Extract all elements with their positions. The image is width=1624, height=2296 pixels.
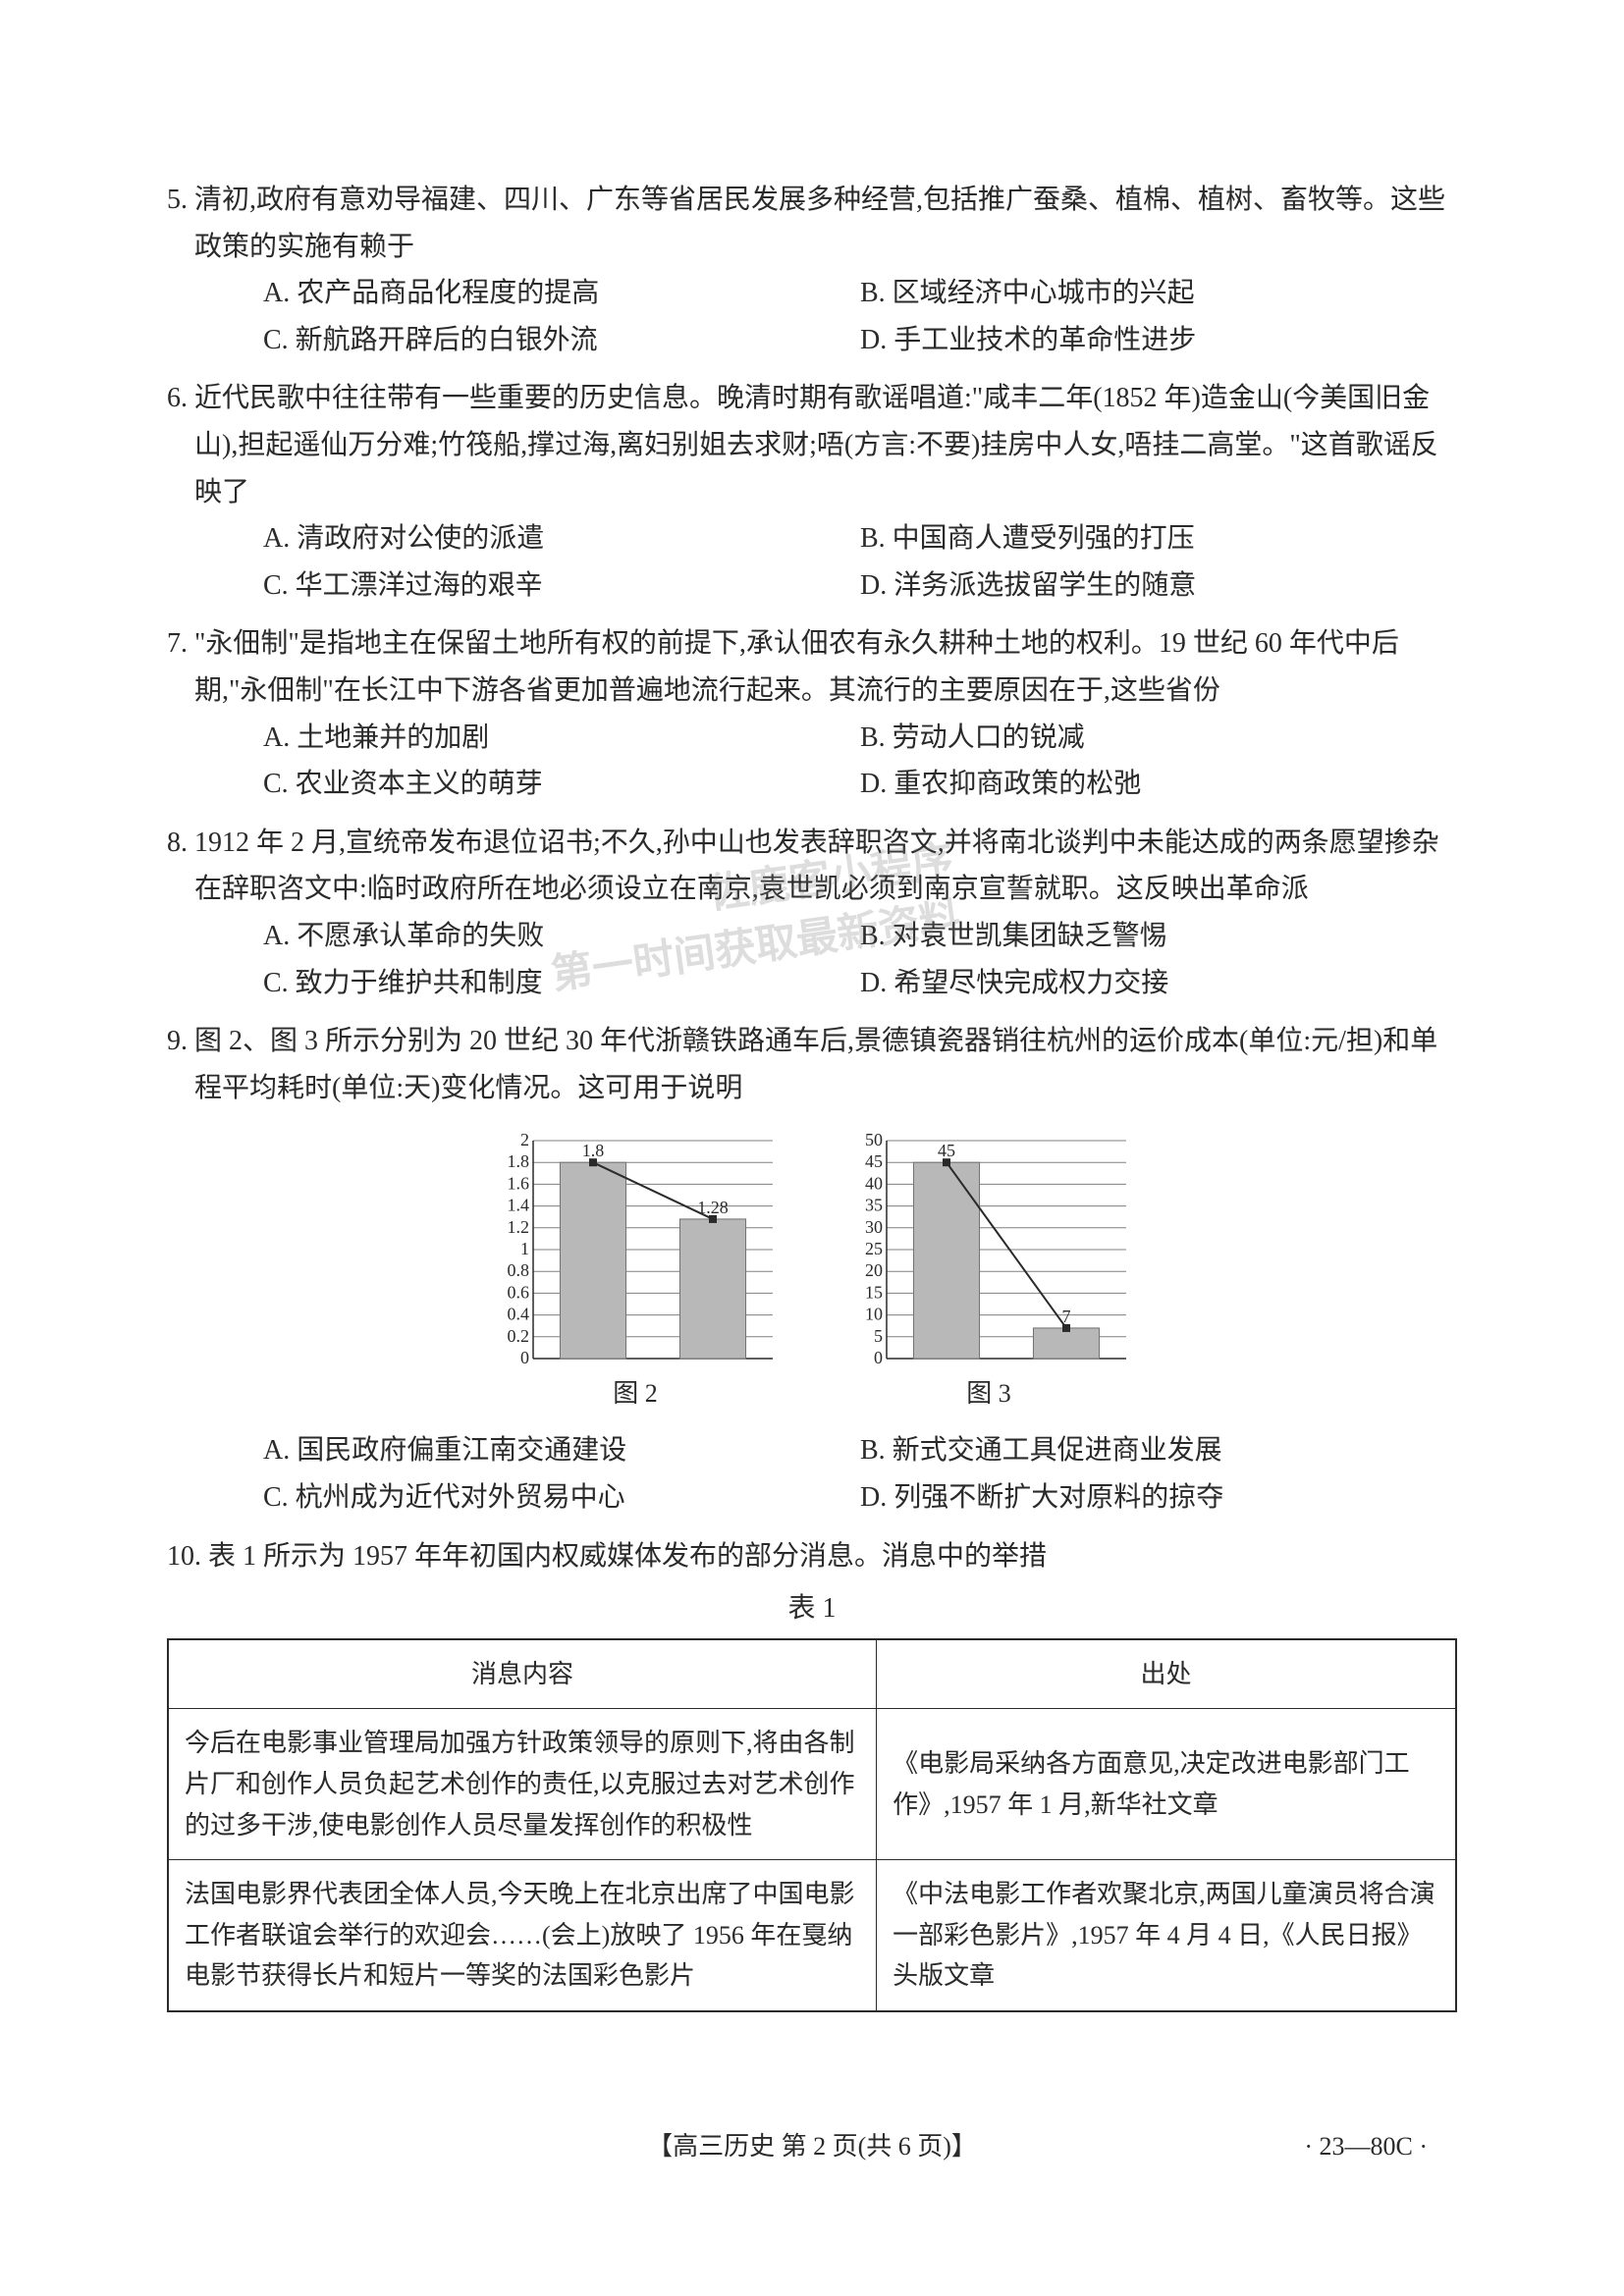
svg-text:20: 20 bbox=[865, 1260, 883, 1280]
svg-text:2: 2 bbox=[520, 1130, 529, 1149]
svg-text:45: 45 bbox=[865, 1151, 883, 1171]
chart-3: 05101520253035404550457 bbox=[841, 1123, 1136, 1368]
table-row: 今后在电影事业管理局加强方针政策领导的原则下,将由各制片厂和创作人员负起艺术创作… bbox=[168, 1709, 1456, 1860]
q7-options: A. 土地兼并的加剧 B. 劳动人口的锐减 C. 农业资本主义的萌芽 D. 重农… bbox=[263, 715, 1457, 808]
svg-text:30: 30 bbox=[865, 1217, 883, 1237]
table-1: 消息内容 出处 今后在电影事业管理局加强方针政策领导的原则下,将由各制片厂和创作… bbox=[167, 1638, 1457, 2012]
q8-stem: 8. 1912 年 2 月,宣统帝发布退位诏书;不久,孙中山也发表辞职咨文,并将… bbox=[194, 820, 1457, 913]
svg-text:0: 0 bbox=[520, 1348, 529, 1367]
q7-stem: 7. "永佃制"是指地主在保留土地所有权的前提下,承认佃农有永久耕种土地的权利。… bbox=[194, 620, 1457, 714]
q5-option-b: B. 区域经济中心城市的兴起 bbox=[860, 270, 1457, 317]
q8-option-d: D. 希望尽快完成权力交接 bbox=[860, 960, 1457, 1007]
q5-option-d: D. 手工业技术的革命性进步 bbox=[860, 317, 1457, 364]
q9-option-b: B. 新式交通工具促进商业发展 bbox=[860, 1427, 1457, 1474]
q6-option-b: B. 中国商人遭受列强的打压 bbox=[860, 515, 1457, 562]
svg-text:50: 50 bbox=[865, 1130, 883, 1149]
svg-text:1: 1 bbox=[520, 1239, 529, 1258]
chart-2: 00.20.40.60.811.21.41.61.821.81.28 bbox=[488, 1123, 783, 1368]
svg-text:15: 15 bbox=[865, 1283, 883, 1303]
page-footer: 【高三历史 第 2 页(共 6 页)】 · 23—80C · bbox=[0, 2125, 1624, 2168]
q6-option-d: D. 洋务派选拔留学生的随意 bbox=[860, 562, 1457, 610]
chart-3-block: 05101520253035404550457 图 3 bbox=[841, 1123, 1136, 1415]
q9-option-d: D. 列强不断扩大对原料的掠夺 bbox=[860, 1474, 1457, 1522]
q8-option-b: B. 对袁世凯集团缺乏警惕 bbox=[860, 913, 1457, 960]
svg-text:1.2: 1.2 bbox=[508, 1217, 530, 1237]
q10-stem: 10. 表 1 所示为 1957 年年初国内权威媒体发布的部分消息。消息中的举措 bbox=[194, 1533, 1457, 1580]
q6-option-c: C. 华工漂洋过海的艰辛 bbox=[263, 562, 860, 610]
q7-option-d: D. 重农抑商政策的松弛 bbox=[860, 761, 1457, 808]
question-7: 7. "永佃制"是指地主在保留土地所有权的前提下,承认佃农有永久耕种土地的权利。… bbox=[167, 620, 1457, 807]
table-cell: 今后在电影事业管理局加强方针政策领导的原则下,将由各制片厂和创作人员负起艺术创作… bbox=[168, 1709, 877, 1860]
svg-text:5: 5 bbox=[874, 1326, 883, 1346]
svg-text:0: 0 bbox=[874, 1348, 883, 1367]
q7-option-c: C. 农业资本主义的萌芽 bbox=[263, 761, 860, 808]
question-8: 8. 1912 年 2 月,宣统帝发布退位诏书;不久,孙中山也发表辞职咨文,并将… bbox=[167, 820, 1457, 1006]
charts-row: 00.20.40.60.811.21.41.61.821.81.28 图 2 0… bbox=[167, 1123, 1457, 1415]
svg-text:0.2: 0.2 bbox=[508, 1326, 530, 1346]
q9-options: A. 国民政府偏重江南交通建设 B. 新式交通工具促进商业发展 C. 杭州成为近… bbox=[263, 1427, 1457, 1521]
svg-text:35: 35 bbox=[865, 1196, 883, 1215]
chart-3-caption: 图 3 bbox=[966, 1372, 1011, 1415]
table-row: 法国电影界代表团全体人员,今天晚上在北京出席了中国电影工作者联谊会举行的欢迎会…… bbox=[168, 1860, 1456, 2011]
footer-code: · 23—80C · bbox=[1304, 2125, 1428, 2168]
chart-2-caption: 图 2 bbox=[613, 1372, 658, 1415]
svg-text:40: 40 bbox=[865, 1174, 883, 1194]
question-5: 5. 清初,政府有意劝导福建、四川、广东等省居民发展多种经营,包括推广蚕桑、植棉… bbox=[167, 177, 1457, 363]
q5-option-a: A. 农产品商品化程度的提高 bbox=[263, 270, 860, 317]
svg-text:1.4: 1.4 bbox=[508, 1196, 530, 1215]
q6-options: A. 清政府对公使的派遣 B. 中国商人遭受列强的打压 C. 华工漂洋过海的艰辛… bbox=[263, 515, 1457, 609]
q5-options: A. 农产品商品化程度的提高 B. 区域经济中心城市的兴起 C. 新航路开辟后的… bbox=[263, 270, 1457, 363]
q6-stem: 6. 近代民歌中往往带有一些重要的历史信息。晚清时期有歌谣唱道:"咸丰二年(18… bbox=[194, 375, 1457, 515]
table-col-1-header: 出处 bbox=[877, 1639, 1456, 1709]
q5-option-c: C. 新航路开辟后的白银外流 bbox=[263, 317, 860, 364]
q5-stem: 5. 清初,政府有意劝导福建、四川、广东等省居民发展多种经营,包括推广蚕桑、植棉… bbox=[194, 177, 1457, 270]
svg-text:1.6: 1.6 bbox=[508, 1174, 530, 1194]
q7-option-a: A. 土地兼并的加剧 bbox=[263, 715, 860, 762]
svg-text:0.6: 0.6 bbox=[508, 1283, 530, 1303]
svg-text:1.8: 1.8 bbox=[582, 1141, 605, 1160]
q9-option-c: C. 杭州成为近代对外贸易中心 bbox=[263, 1474, 860, 1522]
q8-options: A. 不愿承认革命的失败 B. 对袁世凯集团缺乏警惕 C. 致力于维护共和制度 … bbox=[263, 913, 1457, 1006]
svg-text:0.4: 0.4 bbox=[508, 1305, 530, 1324]
svg-text:1.8: 1.8 bbox=[508, 1151, 530, 1171]
q6-option-a: A. 清政府对公使的派遣 bbox=[263, 515, 860, 562]
chart-2-block: 00.20.40.60.811.21.41.61.821.81.28 图 2 bbox=[488, 1123, 783, 1415]
svg-text:25: 25 bbox=[865, 1239, 883, 1258]
q8-option-a: A. 不愿承认革命的失败 bbox=[263, 913, 860, 960]
q7-option-b: B. 劳动人口的锐减 bbox=[860, 715, 1457, 762]
question-6: 6. 近代民歌中往往带有一些重要的历史信息。晚清时期有歌谣唱道:"咸丰二年(18… bbox=[167, 375, 1457, 609]
table-cell: 《电影局采纳各方面意见,决定改进电影部门工作》,1957 年 1 月,新华社文章 bbox=[877, 1709, 1456, 1860]
q9-option-a: A. 国民政府偏重江南交通建设 bbox=[263, 1427, 860, 1474]
table-header-row: 消息内容 出处 bbox=[168, 1639, 1456, 1709]
footer-center: 【高三历史 第 2 页(共 6 页)】 bbox=[647, 2132, 977, 2161]
svg-text:0.8: 0.8 bbox=[508, 1260, 530, 1280]
q8-option-c: C. 致力于维护共和制度 bbox=[263, 960, 860, 1007]
question-10: 10. 表 1 所示为 1957 年年初国内权威媒体发布的部分消息。消息中的举措… bbox=[167, 1533, 1457, 2012]
table-col-0-header: 消息内容 bbox=[168, 1639, 877, 1709]
svg-text:45: 45 bbox=[938, 1141, 955, 1160]
table-1-caption: 表 1 bbox=[167, 1585, 1457, 1632]
svg-text:10: 10 bbox=[865, 1305, 883, 1324]
table-cell: 法国电影界代表团全体人员,今天晚上在北京出席了中国电影工作者联谊会举行的欢迎会…… bbox=[168, 1860, 877, 2011]
table-cell: 《中法电影工作者欢聚北京,两国儿童演员将合演一部彩色影片》,1957 年 4 月… bbox=[877, 1860, 1456, 2011]
question-9: 9. 图 2、图 3 所示分别为 20 世纪 30 年代浙赣铁路通车后,景德镇瓷… bbox=[167, 1018, 1457, 1522]
q9-stem: 9. 图 2、图 3 所示分别为 20 世纪 30 年代浙赣铁路通车后,景德镇瓷… bbox=[194, 1018, 1457, 1111]
